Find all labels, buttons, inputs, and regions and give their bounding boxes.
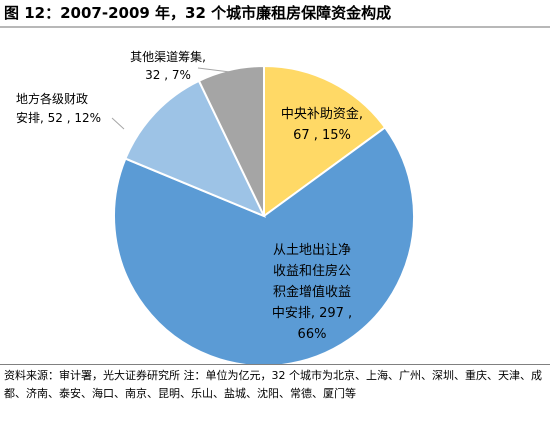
pie-slice-3 <box>124 79 267 218</box>
pie-chart: 中央补助资金, 67 , 15% 从土地出让净收益和住房公积金增值收益中安排, 29… <box>16 49 415 364</box>
pie-slice-2 <box>113 126 415 364</box>
chart-title: 图 12：2007-2009 年，32 个城市廉租房保障资金构成 <box>4 4 392 22</box>
slice-label-3-line-2: 安排, 52 , 12% <box>16 110 101 125</box>
slice-label-3: 地方各级财政安排, 52 , 12% <box>16 91 101 125</box>
source-divider <box>0 364 550 365</box>
slice-label-4-line-1: 其他渠道筹集, <box>130 49 206 64</box>
slice-label-1-line-1: 中央补助资金, <box>281 106 363 122</box>
slice-label-2-line-4: 中安排, 297 , <box>272 306 352 321</box>
pie-slice-4 <box>197 64 265 217</box>
slice-label-4: 其他渠道筹集, 32 , 7% <box>130 49 206 82</box>
leader-line-3 <box>111 117 125 130</box>
source-note: 资料来源：审计署，光大证券研究所 注：单位为亿元，32 个城市为北京、上海、广州… <box>4 369 542 400</box>
pie-slice-1 <box>263 64 387 218</box>
slice-label-4-line-2: 32 , 7% <box>145 68 191 82</box>
slice-label-2-line-5: 66% <box>298 327 327 342</box>
title-divider <box>0 26 550 28</box>
slice-label-2-line-1: 从土地出让净 <box>273 243 351 258</box>
slice-label-2: 从土地出让净收益和住房公积金增值收益中安排, 297 , 66% <box>272 243 352 342</box>
slice-label-3-line-1: 地方各级财政 <box>16 91 88 106</box>
slice-label-2-line-2: 收益和住房公 <box>273 263 351 279</box>
slice-label-2-line-3: 积金增值收益 <box>273 284 351 300</box>
leader-line-4 <box>197 67 231 73</box>
slice-label-1: 中央补助资金, 67 , 15% <box>281 106 363 143</box>
slice-label-1-line-2: 67 , 15% <box>293 128 351 143</box>
